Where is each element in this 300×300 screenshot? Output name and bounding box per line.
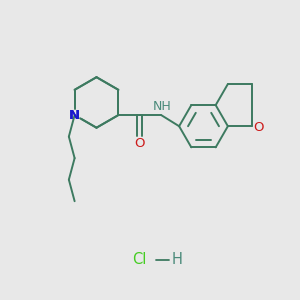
Text: O: O [134,136,145,149]
Text: Cl: Cl [132,253,147,268]
Text: N: N [69,109,80,122]
Text: NH: NH [152,100,171,113]
Text: O: O [253,121,263,134]
Text: H: H [171,253,182,268]
Text: N: N [69,109,80,122]
